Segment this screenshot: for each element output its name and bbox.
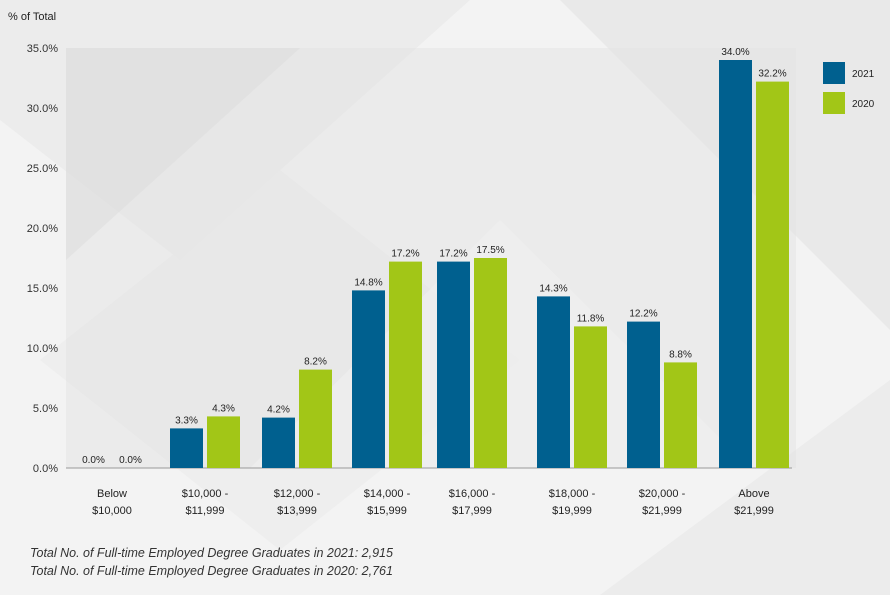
data-label-2021-6: 12.2% bbox=[629, 309, 657, 320]
legend-swatch-2020 bbox=[823, 92, 845, 114]
bar-2020-4 bbox=[474, 258, 507, 468]
bar-2021-3 bbox=[352, 290, 385, 468]
bar-2021-4 bbox=[437, 261, 470, 468]
category-label-2: $12,000 -$13,999 bbox=[274, 488, 321, 517]
footnote-2021: Total No. of Full-time Employed Degree G… bbox=[30, 546, 393, 560]
bar-2020-6 bbox=[664, 362, 697, 468]
data-label-2020-3: 17.2% bbox=[391, 249, 419, 260]
data-label-2020-1: 4.3% bbox=[212, 403, 235, 414]
y-tick-label: 15.0% bbox=[27, 283, 58, 295]
legend-label-2020: 2020 bbox=[852, 99, 875, 110]
bar-2021-1 bbox=[170, 428, 203, 468]
category-label-5: $18,000 -$19,999 bbox=[549, 488, 596, 517]
category-label-0: Below $10,000 bbox=[92, 488, 132, 517]
data-label-2020-0: 0.0% bbox=[119, 455, 142, 466]
data-label-2021-0: 0.0% bbox=[82, 455, 105, 466]
legend-swatch-2021 bbox=[823, 62, 845, 84]
category-label-4: $16,000 -$17,999 bbox=[449, 488, 496, 517]
bar-2020-7 bbox=[756, 81, 789, 468]
data-label-2021-3: 14.8% bbox=[354, 277, 382, 288]
category-label-3: $14,000 -$15,999 bbox=[364, 488, 411, 517]
data-label-2021-2: 4.2% bbox=[267, 405, 290, 416]
y-axis-title: % of Total bbox=[8, 11, 57, 23]
legend-label-2021: 2021 bbox=[852, 69, 875, 80]
y-tick-label: 30.0% bbox=[27, 103, 58, 115]
data-label-2021-7: 34.0% bbox=[721, 47, 749, 58]
bar-2020-3 bbox=[389, 261, 422, 468]
bar-2021-6 bbox=[627, 321, 660, 468]
bar-2020-1 bbox=[207, 416, 240, 468]
bar-2021-2 bbox=[262, 417, 295, 468]
y-tick-label: 20.0% bbox=[27, 223, 58, 235]
category-label-6: $20,000 -$21,999 bbox=[639, 488, 686, 517]
data-label-2020-4: 17.5% bbox=[476, 245, 504, 256]
y-tick-label: 0.0% bbox=[33, 463, 58, 475]
y-tick-label: 35.0% bbox=[27, 43, 58, 55]
data-label-2020-6: 8.8% bbox=[669, 349, 692, 360]
data-label-2020-7: 32.2% bbox=[758, 69, 786, 80]
y-tick-label: 25.0% bbox=[27, 163, 58, 175]
bar-2020-2 bbox=[299, 369, 332, 468]
data-label-2021-4: 17.2% bbox=[439, 249, 467, 260]
y-tick-label: 10.0% bbox=[27, 343, 58, 355]
category-label-7: Above $21,999 bbox=[734, 488, 774, 517]
bar-chart: 0.0% 5.0% 10.0% 15.0% 20.0% 25.0% 30.0% 35.0% 0.… bbox=[27, 43, 875, 517]
bar-2021-7 bbox=[719, 60, 752, 468]
data-label-2020-2: 8.2% bbox=[304, 357, 327, 368]
data-label-2021-1: 3.3% bbox=[175, 415, 198, 426]
footnote-2020: Total No. of Full-time Employed Degree G… bbox=[30, 564, 393, 578]
bar-2020-5 bbox=[574, 326, 607, 468]
category-label-1: $10,000 -$11,999 bbox=[182, 488, 229, 517]
y-tick-label: 5.0% bbox=[33, 403, 58, 415]
bar-2021-5 bbox=[537, 296, 570, 468]
data-label-2020-5: 11.8% bbox=[577, 313, 605, 324]
data-label-2021-5: 14.3% bbox=[539, 283, 567, 294]
